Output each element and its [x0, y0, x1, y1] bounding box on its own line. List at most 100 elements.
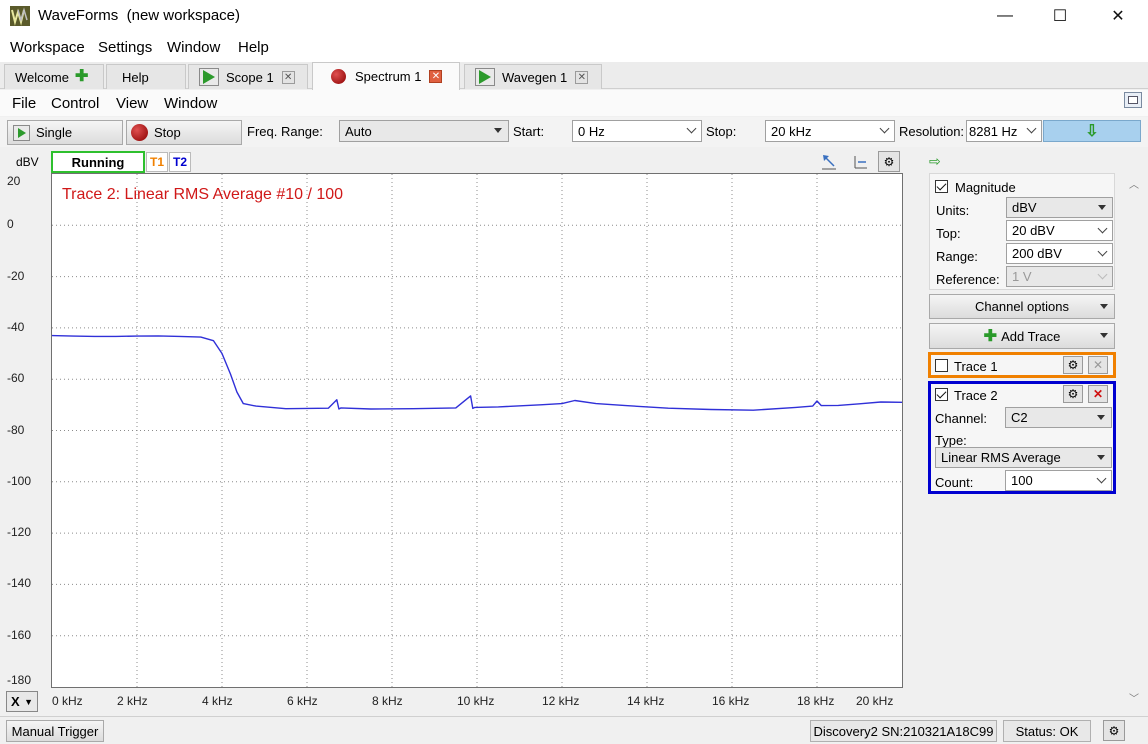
tab-label: Help	[122, 69, 149, 85]
start-input[interactable]: 0 Hz	[572, 120, 702, 142]
type-value: Linear RMS Average	[941, 450, 1061, 465]
count-input[interactable]: 100	[1005, 470, 1112, 491]
download-button[interactable]: ⇩	[1043, 120, 1141, 142]
type-select[interactable]: Linear RMS Average	[935, 447, 1112, 468]
title-bar: WaveForms (new workspace) — ☐ ✕	[0, 0, 1148, 32]
tab-welcome[interactable]: Welcome ✚	[4, 64, 104, 89]
top-input[interactable]: 20 dBV	[1006, 220, 1113, 241]
x-tick-label: 20 kHz	[856, 694, 894, 708]
y-tick-label: -180	[7, 673, 32, 687]
play-icon[interactable]	[199, 68, 219, 86]
trace1-label: Trace 1	[954, 359, 998, 374]
magnitude-checkbox[interactable]	[935, 180, 948, 193]
t2-marker[interactable]: T2	[169, 152, 191, 172]
device-info[interactable]: Discovery2 SN:210321A18C99	[810, 720, 997, 742]
delete-trace-icon[interactable]: ✕	[1088, 385, 1108, 403]
trace2-checkbox[interactable]	[935, 388, 948, 401]
close-icon: ✕	[1111, 8, 1125, 25]
manual-trigger-label: Manual Trigger	[11, 723, 99, 739]
freq-range-select[interactable]: Auto	[339, 120, 509, 142]
channel-options-button[interactable]: Channel options	[929, 294, 1115, 319]
zoom-cursor-icon[interactable]	[820, 153, 838, 171]
menu-view[interactable]: View	[116, 95, 149, 112]
close-button[interactable]: ✕	[1090, 0, 1146, 32]
y-tick-label: 20	[7, 174, 21, 188]
stop-icon[interactable]	[331, 69, 346, 84]
menu-file[interactable]: File	[12, 95, 37, 112]
t1-marker[interactable]: T1	[146, 152, 168, 172]
x-tick-label: 2 kHz	[117, 694, 148, 708]
range-value: 200 dBV	[1012, 246, 1062, 261]
menu-control[interactable]: Control	[51, 95, 100, 112]
delete-trace-icon[interactable]: ✕	[1088, 356, 1108, 374]
menu-workspace[interactable]: Workspace	[10, 39, 85, 56]
tab-help[interactable]: Help	[106, 64, 186, 89]
x-tick-label: 14 kHz	[627, 694, 665, 708]
axis-autoscale-icon[interactable]	[851, 153, 869, 171]
plus-icon[interactable]: ✚	[74, 68, 89, 85]
menu-settings[interactable]: Settings	[98, 39, 153, 56]
channel-options-label: Channel options	[975, 299, 1069, 314]
menu-help[interactable]: Help	[238, 39, 269, 56]
maximize-button[interactable]: ☐	[1032, 0, 1088, 32]
units-select[interactable]: dBV	[1006, 197, 1113, 218]
stop-freq-label: Stop:	[706, 124, 737, 139]
x-tick-label: 10 kHz	[457, 694, 495, 708]
resolution-input[interactable]: 8281 Hz	[966, 120, 1042, 142]
stop-button[interactable]: Stop	[126, 120, 242, 145]
close-tab-icon[interactable]: ✕	[429, 70, 443, 83]
gear-icon[interactable]: ⚙	[1063, 385, 1083, 403]
freq-range-label: Freq. Range:	[247, 124, 323, 139]
x-tick-label: 18 kHz	[797, 694, 835, 708]
tab-spectrum[interactable]: Spectrum 1 ✕	[312, 62, 460, 90]
range-input[interactable]: 200 dBV	[1006, 243, 1113, 264]
dock-icon[interactable]	[1124, 92, 1142, 108]
play-icon[interactable]	[475, 68, 495, 86]
tab-scope[interactable]: Scope 1 ✕	[188, 64, 308, 89]
trace1-checkbox[interactable]	[935, 359, 948, 372]
stop-label: Stop	[154, 125, 181, 140]
close-tab-icon[interactable]: ✕	[281, 70, 295, 84]
range-label: Range:	[936, 249, 978, 264]
menu-window-inner[interactable]: Window	[164, 95, 218, 112]
scroll-down-icon[interactable]: ﹀	[1129, 694, 1139, 705]
collapse-arrow-icon[interactable]: ⇨	[929, 153, 941, 169]
down-arrow-icon: ⇩	[1085, 123, 1099, 140]
trace2-label: Trace 2	[954, 388, 998, 403]
add-trace-label: Add Trace	[1001, 328, 1061, 344]
units-value: dBV	[1012, 200, 1037, 215]
menu-window[interactable]: Window	[167, 39, 221, 56]
device-label: Discovery2 SN:210321A18C99	[813, 723, 994, 739]
minimize-button[interactable]: —	[977, 0, 1033, 32]
status-badge: Running	[51, 151, 145, 173]
y-tick-label: -40	[7, 319, 25, 334]
add-trace-button[interactable]: ✚ Add Trace	[929, 323, 1115, 349]
single-button[interactable]: Single	[7, 120, 123, 145]
tab-wavegen[interactable]: Wavegen 1 ✕	[464, 64, 602, 89]
scroll-up-icon[interactable]: ︿	[1129, 180, 1139, 191]
minimize-icon: —	[997, 7, 1013, 24]
freq-range-value: Auto	[345, 123, 372, 139]
gear-icon[interactable]: ⚙	[1103, 720, 1125, 741]
close-tab-icon[interactable]: ✕	[575, 70, 589, 84]
stop-freq-input[interactable]: 20 kHz	[765, 120, 895, 142]
gear-icon[interactable]: ⚙	[1063, 356, 1083, 374]
resolution-value: 8281 Hz	[969, 123, 1018, 139]
channel-select[interactable]: C2	[1005, 407, 1112, 428]
status-text: Running	[71, 154, 125, 170]
workspace-name: (new workspace)	[126, 7, 240, 24]
stop-icon	[131, 124, 148, 141]
manual-trigger-button[interactable]: Manual Trigger	[6, 720, 104, 742]
y-tick-label: -120	[7, 525, 32, 540]
x-tick-label: 12 kHz	[542, 694, 580, 708]
x-unit-selector[interactable]: X ▼	[6, 691, 38, 712]
tab-bar: Welcome ✚ Help Scope 1 ✕ Spectrum 1 ✕ Wa…	[0, 62, 1148, 90]
y-unit-label: dBV	[16, 155, 39, 169]
x-tick-label: 8 kHz	[372, 694, 403, 708]
spectrum-plot[interactable]: Trace 2: Linear RMS Average #10 / 100	[51, 173, 903, 688]
magnitude-group: Magnitude Units: dBV Top: 20 dBV Range: …	[929, 173, 1115, 290]
gear-icon[interactable]: ⚙	[878, 151, 900, 172]
units-label: Units:	[936, 203, 970, 218]
reference-input: 1 V	[1006, 266, 1113, 287]
stop-freq-value: 20 kHz	[771, 123, 812, 139]
